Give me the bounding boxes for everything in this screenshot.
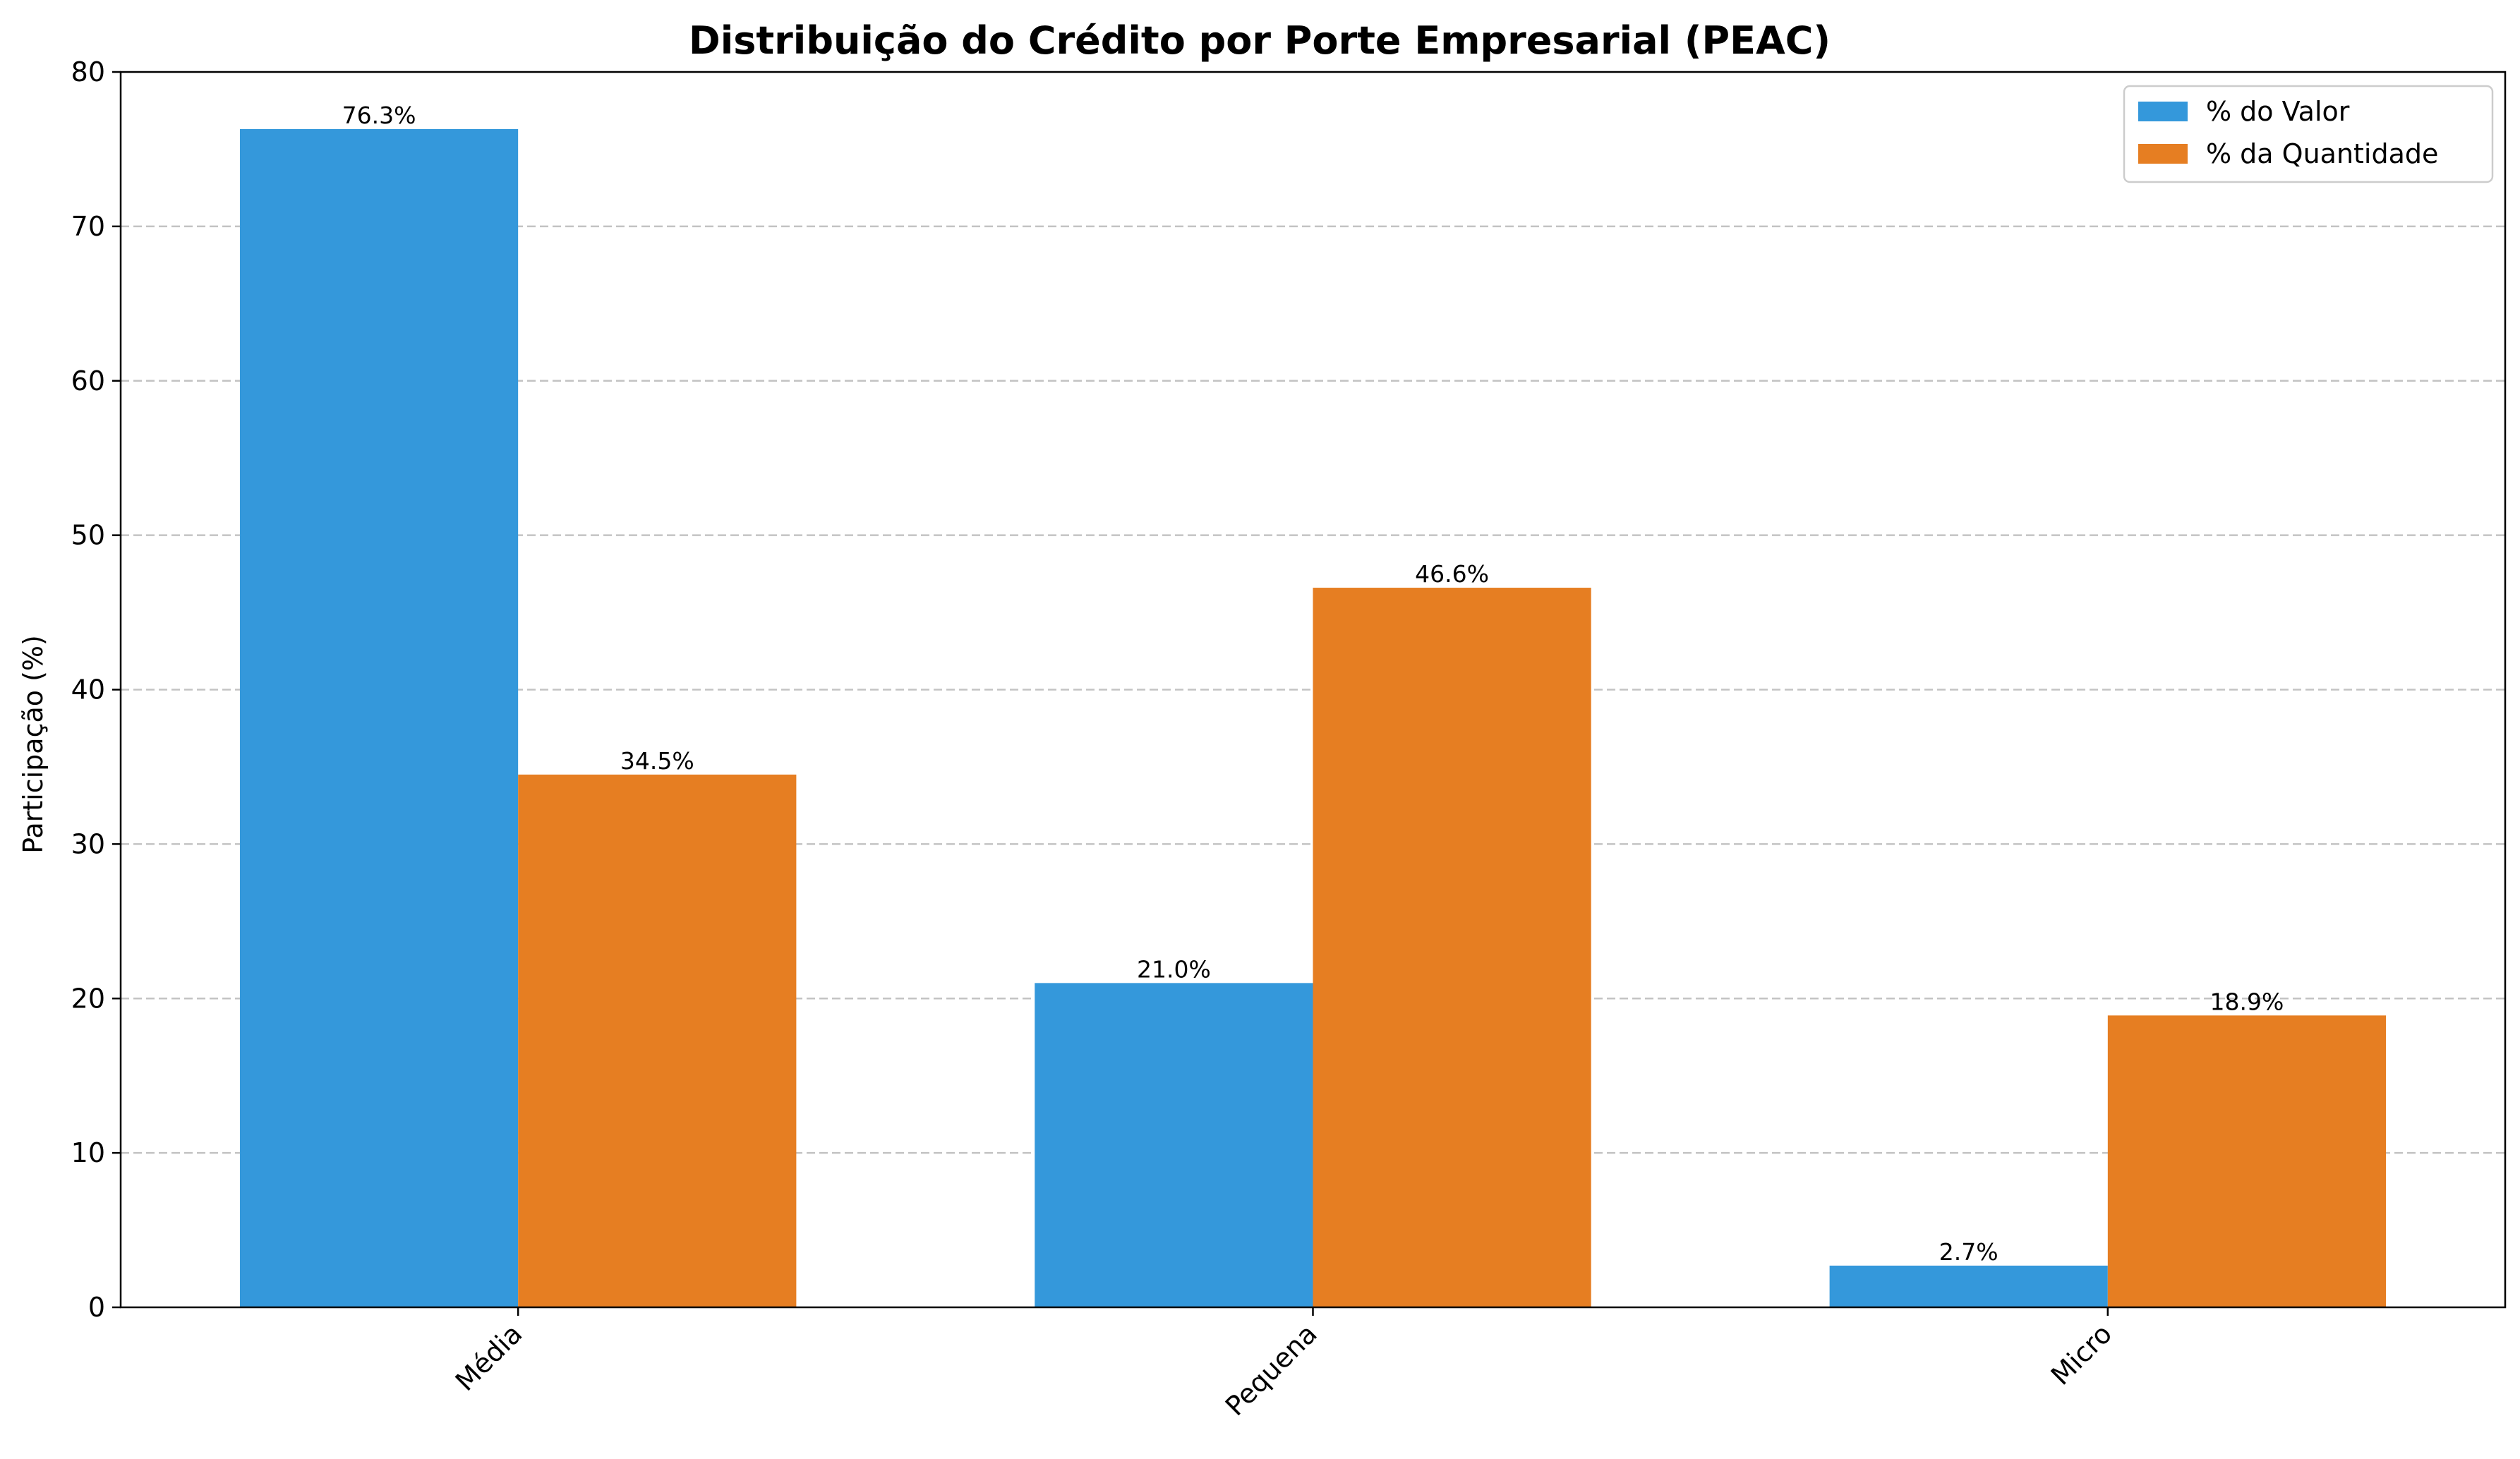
bars <box>239 128 2387 1307</box>
plot-area-frame <box>119 71 2507 1309</box>
data-label-quantidade-2: 46.6% <box>1415 560 1489 588</box>
data-label-quantidade-1: 34.5% <box>620 747 694 775</box>
legend-label-quantidade: % da Quantidade <box>2206 138 2438 169</box>
bar-quantidade-3 <box>2107 1015 2387 1307</box>
bar-valor-1 <box>239 128 519 1307</box>
data-labels: 76.3% 21.0% 2.7% 34.5% 46.6% 18.9% <box>342 102 2284 1266</box>
data-label-valor-2: 21.0% <box>1137 955 1211 983</box>
data-label-valor-3: 2.7% <box>1939 1238 1998 1266</box>
y-tick-label: 50 <box>71 520 105 551</box>
y-tick-label: 70 <box>71 211 105 242</box>
chart-title: Distribuição do Crédito por Porte Empres… <box>689 18 1831 63</box>
bar-quantidade-1 <box>518 774 797 1307</box>
y-axis-ticks: 0 10 20 30 40 50 60 70 80 <box>71 56 121 1323</box>
y-tick-label: 60 <box>71 365 105 396</box>
legend-label-valor: % do Valor <box>2206 96 2350 127</box>
legend-box <box>2123 85 2494 183</box>
y-tick-label: 20 <box>71 983 105 1014</box>
y-tick-label: 40 <box>71 674 105 706</box>
y-tick-label: 0 <box>88 1292 105 1323</box>
y-tick-label: 30 <box>71 828 105 859</box>
legend-swatch-valor <box>2138 102 2188 121</box>
y-tick-label: 80 <box>71 56 105 87</box>
legend: % do Valor % da Quantidade <box>2123 85 2494 183</box>
bar-quantidade-2 <box>1313 588 1591 1307</box>
y-tick-label: 10 <box>71 1137 105 1168</box>
y-axis-label: Participação (%) <box>18 635 49 854</box>
bar-valor-2 <box>1035 983 1313 1307</box>
legend-swatch-quantidade <box>2138 144 2188 164</box>
data-label-quantidade-3: 18.9% <box>2210 988 2284 1015</box>
bar-valor-3 <box>1829 1265 2108 1307</box>
data-label-valor-1: 76.3% <box>342 102 416 129</box>
